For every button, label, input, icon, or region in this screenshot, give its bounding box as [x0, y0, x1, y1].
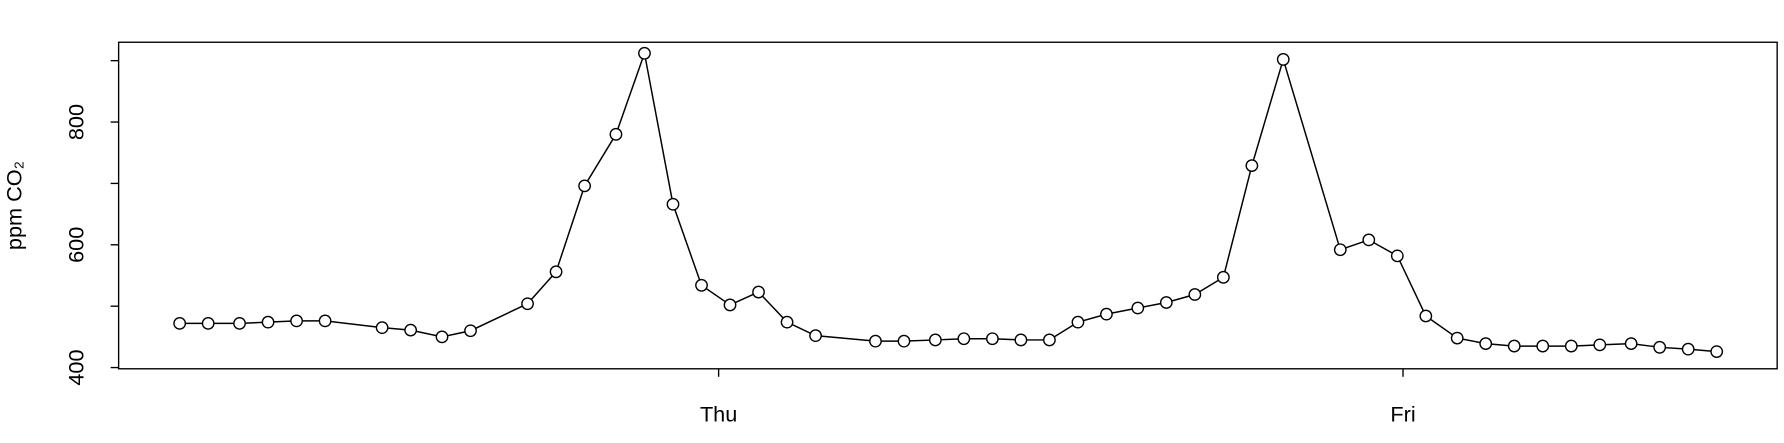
data-point [609, 127, 623, 141]
data-point [1624, 337, 1638, 351]
data-point [173, 316, 187, 330]
data-point [464, 324, 477, 338]
x-tick-label: Thu [700, 401, 737, 426]
data-point [1479, 337, 1493, 351]
data-point [1131, 301, 1145, 315]
data-point [1071, 315, 1085, 329]
data-point [1276, 53, 1290, 66]
data-point [1419, 309, 1433, 323]
data-point [1681, 342, 1695, 356]
data-point [1014, 333, 1028, 347]
data-point [780, 315, 794, 329]
data-point [1507, 339, 1521, 353]
data-point [1564, 339, 1578, 353]
data-point [261, 315, 275, 329]
data-point [521, 297, 534, 311]
data-point [1043, 333, 1056, 347]
data-point [1710, 345, 1724, 358]
data-point [985, 332, 999, 346]
y-axis-label: ppm CO₂ [2, 161, 27, 250]
data-point [897, 334, 911, 348]
data-point [752, 285, 765, 299]
data-point [375, 321, 389, 335]
data-point [404, 323, 418, 337]
plot-frame [117, 41, 1778, 370]
data-point [201, 316, 215, 330]
data-point [1593, 338, 1607, 352]
data-point [638, 46, 651, 60]
y-tick-label: 800 [63, 104, 88, 140]
x-tick-label: Fri [1390, 401, 1415, 426]
y-tick-label: 400 [63, 349, 88, 385]
data-point [1245, 159, 1259, 173]
y-tick-label: 600 [63, 227, 88, 263]
data-point [1216, 270, 1230, 284]
data-point [928, 333, 942, 347]
data-point [869, 334, 882, 348]
data-point [290, 314, 303, 328]
data-point [1159, 296, 1173, 309]
data-point [233, 316, 246, 330]
data-line [179, 50, 1717, 353]
data-point [549, 265, 563, 279]
data-point [957, 332, 971, 346]
data-point [666, 197, 680, 211]
data-point [1450, 331, 1464, 345]
data-point [1536, 339, 1550, 353]
data-point [695, 278, 708, 292]
data-point [1333, 243, 1347, 257]
data-point [318, 314, 332, 328]
data-point [435, 330, 449, 344]
data-point [1100, 307, 1113, 321]
data-point [1188, 288, 1202, 301]
data-point [1653, 340, 1667, 354]
data-point [723, 298, 737, 312]
data-point [809, 329, 822, 343]
data-point [1390, 249, 1404, 263]
data-point [1362, 233, 1376, 247]
data-point [578, 179, 591, 193]
